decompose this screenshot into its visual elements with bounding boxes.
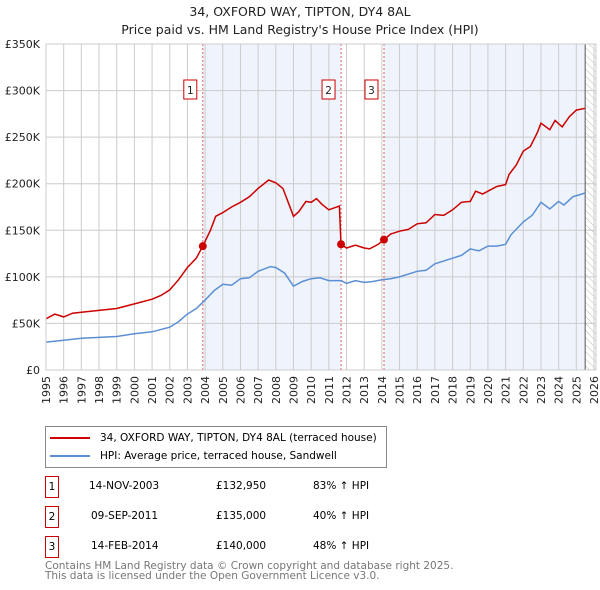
x-tick-label: 2016 (411, 376, 424, 404)
x-tick-label: 2026 (588, 376, 600, 404)
sale-box (364, 79, 379, 100)
x-tick-label: 2018 (447, 376, 460, 404)
y-tick-label: £300K (5, 85, 41, 98)
plot-border (45, 43, 597, 371)
sale-price: £140,000 (216, 540, 267, 552)
x-tick-label: 2025 (570, 376, 583, 404)
x-tick-label: 1995 (40, 376, 53, 404)
x-tick-label: 2007 (252, 376, 265, 404)
forecast-hatch (585, 44, 596, 370)
y-tick-label: £350K (5, 38, 41, 51)
sale-point (379, 235, 388, 244)
x-tick-label: 2010 (305, 376, 318, 404)
sale-hpi: 40% ↑ HPI (313, 510, 370, 522)
x-tick-label: 2020 (482, 376, 495, 404)
x-tick-label: 1996 (58, 376, 71, 404)
legend-item-hpi: HPI: Average price, terraced house, Sand… (50, 448, 337, 464)
x-tick-label: 2008 (270, 376, 283, 404)
x-tick-label: 2002 (164, 376, 177, 404)
x-tick-label: 2003 (181, 376, 194, 404)
property-line (45, 107, 586, 320)
sale-date: 14-NOV-2003 (89, 480, 160, 492)
x-tick-label: 2023 (535, 376, 548, 404)
x-tick-label: 2001 (146, 376, 159, 404)
sale-marker-label: 2 (45, 506, 59, 528)
sale-box-label: 3 (368, 85, 375, 97)
sale-marker-label: 3 (45, 536, 59, 558)
shaded-region (202, 44, 342, 370)
y-tick-label: £50K (12, 317, 41, 330)
x-tick-label: 2013 (358, 376, 371, 404)
x-tick-label: 2011 (323, 376, 336, 404)
legend: 34, OXFORD WAY, TIPTON, DY4 8AL (terrace… (45, 426, 387, 468)
sale-marker-box: 2 (321, 79, 336, 100)
sale-box (321, 79, 336, 100)
legend-label: 34, OXFORD WAY, TIPTON, DY4 8AL (terrace… (100, 432, 377, 444)
y-tick-label: £150K (5, 224, 41, 237)
sale-box-label: 1 (187, 85, 194, 97)
sale-box (183, 79, 198, 100)
x-tick-label: 2006 (234, 376, 247, 404)
y-tick-label: £100K (5, 271, 41, 284)
legend-label: HPI: Average price, terraced house, Sand… (100, 450, 337, 462)
x-tick-label: 2012 (341, 376, 354, 404)
hpi-line (45, 192, 586, 343)
sale-point (198, 242, 207, 251)
x-tick-label: 2019 (464, 376, 477, 404)
x-tick-label: 2017 (429, 376, 442, 404)
sale-date: 09-SEP-2011 (91, 510, 159, 522)
x-tick-label: 1999 (111, 376, 124, 404)
x-tick-label: 2009 (287, 376, 300, 404)
footer-copyright: Contains HM Land Registry data © Crown c… (45, 560, 454, 572)
chart-title: 34, OXFORD WAY, TIPTON, DY4 8AL (189, 4, 411, 19)
legend-item-property: 34, OXFORD WAY, TIPTON, DY4 8AL (terrace… (50, 430, 377, 446)
x-tick-label: 2005 (217, 376, 230, 404)
x-tick-label: 1998 (93, 376, 106, 404)
sale-point (337, 240, 346, 249)
legend-swatch-red (50, 437, 90, 439)
sale-marker-label: 1 (45, 476, 59, 498)
x-tick-label: 2022 (517, 376, 530, 404)
x-tick-label: 2021 (500, 376, 513, 404)
sale-price: £132,950 (216, 480, 267, 492)
x-tick-label: 2014 (376, 376, 389, 404)
sale-price: £135,000 (216, 510, 267, 522)
sale-marker-box: 3 (364, 79, 379, 100)
plot-area: 1995 1996 1997 1998 1999 2000 2001 2002 2003 2004… (5, 38, 600, 404)
y-tick-label: £0 (26, 364, 40, 377)
footer-licence: This data is licensed under the Open Gov… (45, 570, 380, 582)
shaded-region (383, 44, 586, 370)
sale-marker-box: 1 (183, 79, 198, 100)
chart-subtitle: Price paid vs. HM Land Registry's House … (121, 22, 479, 37)
sale-hpi: 83% ↑ HPI (313, 480, 370, 492)
sale-hpi: 48% ↑ HPI (313, 540, 370, 552)
sale-date: 14-FEB-2014 (91, 540, 159, 552)
x-tick-label: 2024 (553, 376, 566, 404)
sale-box-label: 2 (325, 85, 332, 97)
x-tick-label: 1997 (75, 376, 88, 404)
x-tick-label: 2004 (199, 376, 212, 404)
legend-swatch-blue (50, 455, 90, 457)
x-tick-label: 2015 (394, 376, 407, 404)
x-tick-label: 2000 (128, 376, 141, 404)
y-tick-label: £200K (5, 178, 41, 191)
y-tick-label: £250K (5, 131, 41, 144)
